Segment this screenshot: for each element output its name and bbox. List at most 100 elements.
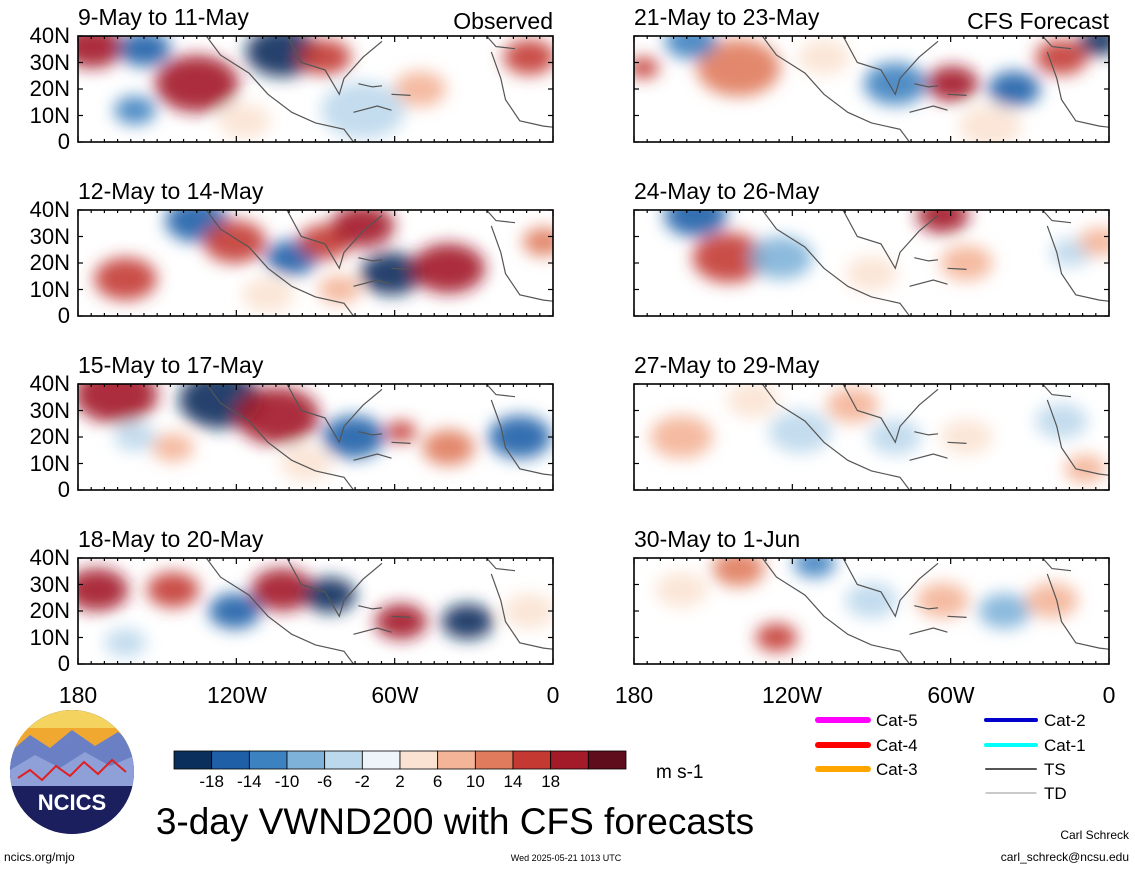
panel-title-fc-2: 24-May to 26-May (634, 178, 820, 204)
colorbar-swatch (173, 750, 213, 770)
colorbar-label: 6 (433, 772, 442, 791)
anomaly-blob (154, 55, 239, 113)
coastlines (205, 210, 553, 316)
coastlines (761, 558, 1109, 664)
anomaly-blob (958, 104, 1022, 142)
x-tick-label: 120W (207, 682, 267, 708)
anomaly-blob (940, 419, 993, 455)
y-tick-label: 0 (58, 651, 70, 676)
colorbar-label: 18 (541, 772, 560, 791)
colorbar-swatch (286, 750, 326, 770)
anomaly-blob (1035, 403, 1088, 439)
anomaly-blob (385, 421, 417, 443)
tick-marks (77, 35, 554, 143)
site-url[interactable]: ncics.org/mjo (4, 850, 75, 864)
y-axis-row-2: 40N 30N 20N 10N 0 (30, 197, 70, 328)
y-tick-label: 10N (30, 277, 70, 302)
anomaly-blob (78, 568, 129, 612)
legend-item-ts: TS (985, 760, 1066, 779)
x-tick-label: 180 (615, 682, 653, 708)
anomaly-blob (1078, 36, 1109, 56)
anomaly-blob (826, 387, 879, 424)
legend-item-cat-5: Cat-5 (815, 711, 918, 730)
anomaly-blob (411, 243, 486, 294)
y-tick-label: 20N (30, 76, 70, 101)
anomaly-blob (146, 571, 200, 608)
colorbar-swatch (587, 750, 627, 770)
anomaly-blob (664, 36, 718, 60)
legend-item-cat-3: Cat-3 (815, 760, 918, 779)
y-axis-row-4: 40N 30N 20N 10N 0 (30, 545, 70, 676)
map-panel-right-1 (633, 35, 1110, 143)
logo-text: NCICS (38, 790, 106, 815)
x-tick-label: 120W (762, 682, 822, 708)
y-tick-label: 10N (30, 451, 70, 476)
anomaly-blob (235, 387, 320, 445)
x-tick-label: 60W (371, 682, 419, 708)
x-axis-right: 180 120W 60W 0 (615, 682, 1116, 708)
anomaly-blob (94, 257, 157, 301)
wind-anomaly-field (650, 384, 1107, 484)
legend-item-cat-2: Cat-2 (984, 711, 1086, 730)
legend-label: Cat-5 (876, 711, 918, 730)
anomaly-blob (793, 558, 836, 578)
legend-label: Cat-2 (1044, 711, 1086, 730)
anomaly-blob (692, 232, 766, 283)
anomaly-blob (845, 582, 898, 619)
colorbar-swatch (550, 750, 589, 770)
colorbar-swatch (474, 750, 514, 770)
colorbar-swatch (361, 750, 401, 770)
anomaly-blob (279, 445, 333, 482)
anomaly-blob (374, 603, 428, 640)
legend-label: TS (1044, 760, 1066, 779)
legend-label: Cat-4 (876, 736, 918, 755)
panel-title-fc-1: 21-May to 23-May (634, 4, 820, 30)
map-panels (77, 35, 1110, 665)
anomaly-blob (634, 57, 660, 79)
panel-title-obs-4: 18-May to 20-May (78, 526, 264, 552)
coastlines (205, 558, 553, 664)
map-panel-left-2 (77, 209, 554, 317)
anomaly-blob (503, 593, 553, 629)
anomaly-blob (726, 384, 779, 418)
ncics-logo: NCICS (10, 710, 134, 834)
wind-anomaly-field (78, 568, 553, 658)
tick-marks (77, 557, 554, 665)
observed-label: Observed (453, 8, 553, 34)
y-tick-label: 20N (30, 250, 70, 275)
coastlines (761, 36, 1109, 142)
main-title: 3-day VWND200 with CFS forecasts (156, 801, 754, 842)
colorbar-label: 14 (504, 772, 523, 791)
anomaly-blob (916, 210, 969, 234)
coastlines (205, 36, 553, 142)
anomaly-blob (1078, 227, 1109, 257)
anomaly-blob (863, 62, 927, 106)
y-tick-label: 10N (30, 103, 70, 128)
tick-marks (633, 209, 1110, 317)
anomaly-blob (393, 71, 447, 107)
anomaly-blob (78, 36, 124, 68)
anomaly-blob (488, 415, 552, 459)
tick-marks (633, 383, 1110, 491)
anomaly-blob (926, 65, 979, 102)
author-name: Carl Schreck (1060, 828, 1130, 842)
anomaly-blob (318, 275, 361, 304)
anomaly-blob (522, 227, 553, 257)
legend-item-cat-1: Cat-1 (984, 736, 1086, 755)
storm-legend: Cat-5 Cat-4 Cat-3 Cat-2 Cat-1 TS TD (815, 711, 1086, 803)
panel-title-fc-3: 27-May to 29-May (634, 352, 820, 378)
x-tick-label: 0 (547, 682, 560, 708)
anomaly-blob (360, 252, 423, 295)
author-email[interactable]: carl_schreck@ncsu.edu (1001, 850, 1129, 864)
y-tick-label: 30N (30, 224, 70, 249)
colorbar-label: -10 (275, 772, 300, 791)
panel-title-obs-1: 9-May to 11-May (78, 4, 249, 30)
forecast-label: CFS Forecast (967, 8, 1109, 34)
y-tick-label: 20N (30, 598, 70, 623)
coastlines (761, 384, 1109, 490)
x-tick-label: 0 (1103, 682, 1116, 708)
panel-title-fc-4: 30-May to 1-Jun (634, 526, 800, 552)
anomaly-blob (797, 39, 851, 76)
